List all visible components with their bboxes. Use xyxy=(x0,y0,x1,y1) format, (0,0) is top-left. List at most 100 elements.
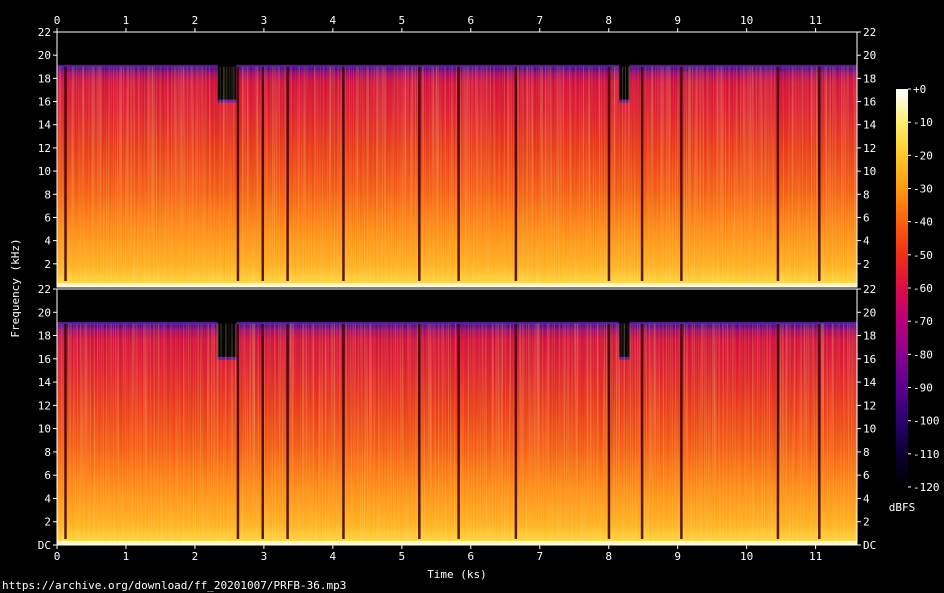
y-tick-label-left: 18 xyxy=(38,72,51,85)
colorbar-tick-label: -40 xyxy=(913,216,933,229)
y-tick-label-left: 12 xyxy=(38,399,51,412)
silent-gap xyxy=(640,66,644,281)
colorbar: +0 -10 -20 -30 -40 -50 -60 -70 -80 -90 -100 -110 -12… xyxy=(889,83,940,514)
silent-gap xyxy=(457,66,460,281)
x-tick-label-bottom: 2 xyxy=(192,550,199,563)
dc-band xyxy=(57,541,857,545)
silent-gap xyxy=(261,323,265,539)
y-tick-label-right: 16 xyxy=(863,353,876,366)
x-tick-label-bottom: 5 xyxy=(399,550,406,563)
y-tick-label-left: 10 xyxy=(38,423,51,436)
x-tick-label-top: 5 xyxy=(399,14,406,27)
y-tick-label-right: 2 xyxy=(863,516,870,529)
silent-gap xyxy=(680,323,683,539)
silent-gap xyxy=(342,66,345,281)
colorbar-tick-label: -80 xyxy=(913,348,933,361)
y-tick-label-left: 4 xyxy=(44,235,51,248)
channel-panel xyxy=(56,31,858,288)
silent-gap xyxy=(640,323,644,539)
y-tick-label-right: 18 xyxy=(863,72,876,85)
x-tick-label-top: 3 xyxy=(261,14,268,27)
silent-gap xyxy=(64,323,67,539)
silent-gap xyxy=(818,66,821,281)
colorbar-tick-label: +0 xyxy=(913,83,926,96)
y-tick-label-right: 8 xyxy=(863,446,870,459)
colorbar-tick-label: -60 xyxy=(913,282,933,295)
x-tick-label-bottom: 7 xyxy=(536,550,543,563)
dc-band xyxy=(57,283,857,287)
colorbar-tick-label: -90 xyxy=(913,382,933,395)
channel-panel xyxy=(56,288,858,546)
y-tick-label-right: 14 xyxy=(863,119,877,132)
x-tick-label-bottom: 3 xyxy=(261,550,268,563)
silent-gap xyxy=(776,323,780,539)
x-tick-label-bottom: 8 xyxy=(605,550,612,563)
colorbar-tick-label: -20 xyxy=(913,149,933,162)
y-tick-label-right: 10 xyxy=(863,423,876,436)
silent-gap xyxy=(64,66,67,281)
y-tick-label-right: 22 xyxy=(863,26,876,39)
x-tick-label-top: 8 xyxy=(605,14,612,27)
silent-gap xyxy=(261,66,265,281)
silent-gap xyxy=(286,66,289,281)
colorbar-tick-label: -30 xyxy=(913,183,933,196)
y-tick-label-left: 10 xyxy=(38,165,51,178)
x-tick-label-top: 11 xyxy=(809,14,822,27)
y-tick-label-right: 16 xyxy=(863,96,876,109)
silent-gap xyxy=(236,323,240,539)
x-tick-label-top: 4 xyxy=(330,14,337,27)
y-tick-label-left: 8 xyxy=(44,188,51,201)
colorbar-tick-label: -100 xyxy=(913,415,940,428)
y-tick-label-left: 12 xyxy=(38,142,51,155)
x-axis-label: Time (ks) xyxy=(427,568,487,581)
y-tick-label-right: 18 xyxy=(863,330,876,343)
y-tick-label-left: 22 xyxy=(38,283,51,296)
silent-gap xyxy=(514,323,518,539)
y-tick-label-right: 20 xyxy=(863,49,876,62)
streak-texture xyxy=(57,66,857,287)
streak-texture xyxy=(57,323,857,545)
silent-gap xyxy=(514,66,518,281)
source-url-label: https://archive.org/download/ff_20201007… xyxy=(2,579,346,592)
x-tick-label-bottom: 9 xyxy=(674,550,681,563)
y-tick-label-right: 4 xyxy=(863,235,870,248)
y-tick-label-left: 6 xyxy=(44,469,51,482)
silent-gap xyxy=(680,66,683,281)
x-tick-label-bottom: 11 xyxy=(809,550,822,563)
silent-gap xyxy=(607,66,611,281)
spectrogram-panels xyxy=(56,31,858,546)
silent-gap xyxy=(457,323,460,539)
x-tick-label-bottom: 1 xyxy=(123,550,130,563)
cutoff-fringe xyxy=(57,321,857,325)
colorbar-scale xyxy=(896,89,908,487)
silent-gap xyxy=(286,323,289,539)
x-tick-label-top: 9 xyxy=(674,14,681,27)
y-tick-label-right: 12 xyxy=(863,399,876,412)
colorbar-label: dBFS xyxy=(889,501,916,514)
y-tick-label-right: 6 xyxy=(863,469,870,482)
y-tick-label-right: 14 xyxy=(863,376,877,389)
y-tick-label-right: 2 xyxy=(863,258,870,271)
y-tick-label-left: 16 xyxy=(38,353,51,366)
y-tick-label-left: 2 xyxy=(44,516,51,529)
silent-gap xyxy=(607,323,611,539)
y-tick-label-left: 16 xyxy=(38,96,51,109)
y-tick-label-right: 10 xyxy=(863,165,876,178)
y-tick-label-right: 12 xyxy=(863,142,876,155)
y-tick-label-left: 14 xyxy=(38,119,52,132)
y-axis-label: Frequency (kHz) xyxy=(9,238,22,337)
cutoff-fringe xyxy=(57,64,857,68)
silent-gap xyxy=(776,66,780,281)
y-tick-label-right: DC xyxy=(863,539,876,552)
y-tick-label-right: 22 xyxy=(863,283,876,296)
panel-border xyxy=(56,288,858,546)
silent-gap xyxy=(418,323,421,539)
silent-gap xyxy=(342,323,345,539)
x-tick-label-top: 1 xyxy=(123,14,130,27)
y-tick-label-left: 14 xyxy=(38,376,52,389)
colorbar-tick-label: -70 xyxy=(913,315,933,328)
colorbar-tick-label: -120 xyxy=(913,481,940,494)
y-tick-label-right: 8 xyxy=(863,188,870,201)
